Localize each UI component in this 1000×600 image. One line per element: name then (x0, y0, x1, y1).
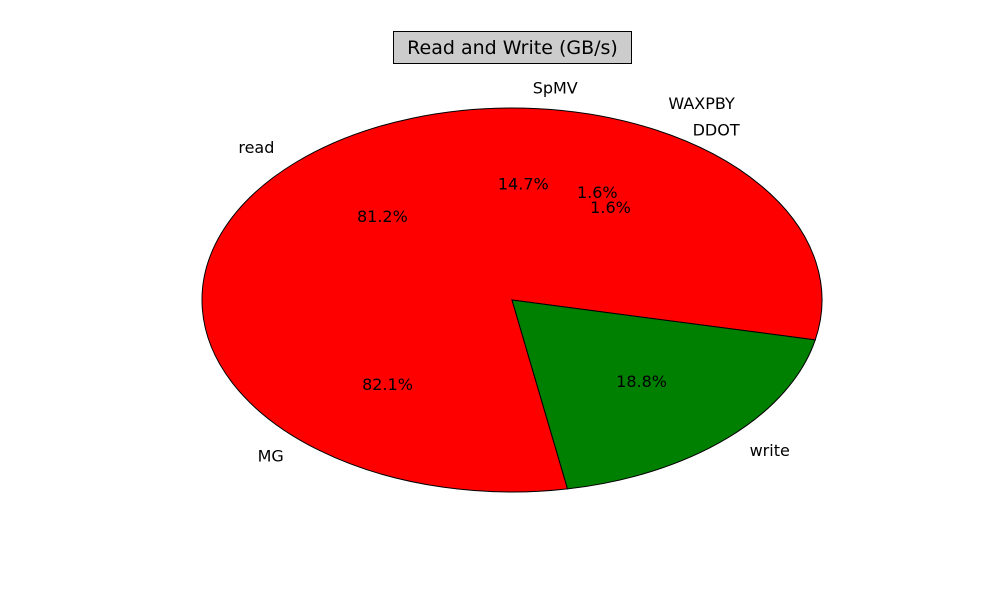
outer-pct-label-waxpby: 1.6% (577, 183, 618, 202)
outer-label-spmv: SpMV (533, 79, 578, 98)
slice-label-write: write (750, 441, 790, 460)
pie-slice-write (511, 299, 816, 490)
outer-label-waxpby: WAXPBY (668, 94, 735, 113)
pct-label-read: 81.2% (357, 207, 408, 226)
chart-title: Read and Write (GB/s) (393, 31, 632, 64)
outer-label-mg: MG (258, 447, 284, 466)
outer-label-ddot: DDOT (693, 120, 740, 139)
outer-pct-label-ddot: 1.6% (590, 198, 631, 217)
outer-pct-label-spmv: 14.7% (498, 175, 549, 194)
pct-label-write: 18.8% (616, 372, 667, 391)
slice-label-read: read (238, 138, 274, 157)
outer-pct-label-mg: 82.1% (362, 375, 413, 394)
